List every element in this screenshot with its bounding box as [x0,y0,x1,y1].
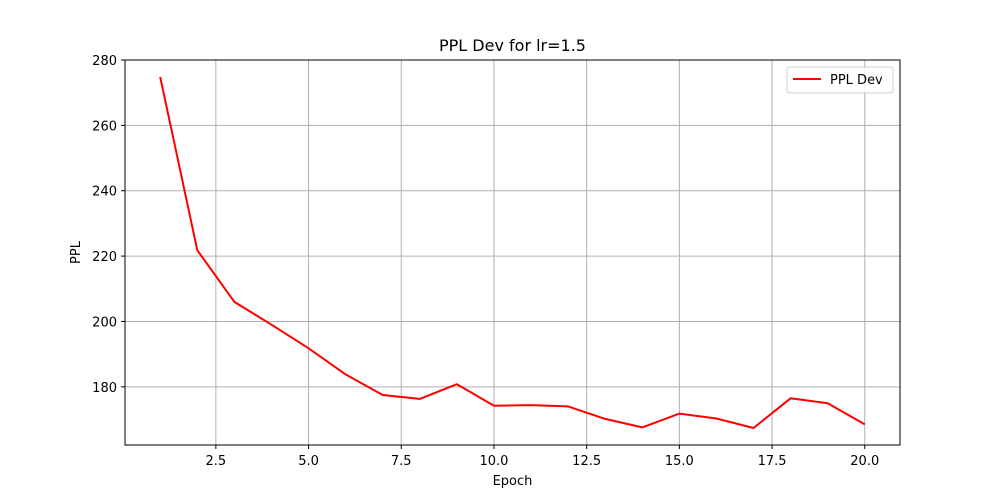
legend-box [786,66,894,94]
y-axis-title: PPL [69,240,84,264]
series-line-ppl-dev [159,76,866,429]
x-tick-label: 17.5 [758,454,787,469]
plot-area-frame [124,59,901,446]
x-tick-label: 7.5 [391,454,412,469]
y-tick-label: 260 [92,119,117,134]
x-tick-label: 5.0 [298,454,319,469]
x-tick-label: 20.0 [850,454,879,469]
chart-title: PPL Dev for lr=1.5 [439,36,586,55]
y-tick-label: 200 [92,315,117,330]
y-tick-label: 240 [92,185,117,200]
legend: PPL Dev [786,66,894,94]
y-tick-label: 220 [92,250,117,265]
axis-ticks: 2.5 5.0 7.5 10.0 12.5 15.0 17.5 20.0 180 200 220 24… [92,54,879,469]
x-tick-label: 2.5 [206,454,227,469]
y-tick-label: 280 [92,54,117,69]
legend-label-ppl-dev: PPL Dev [830,73,883,88]
x-tick-label: 15.0 [665,454,694,469]
x-tick-label: 12.5 [572,454,601,469]
series-layer [159,76,866,429]
x-axis-title: Epoch [493,474,533,489]
y-tick-label: 180 [92,381,117,396]
x-tick-label: 10.0 [479,454,508,469]
